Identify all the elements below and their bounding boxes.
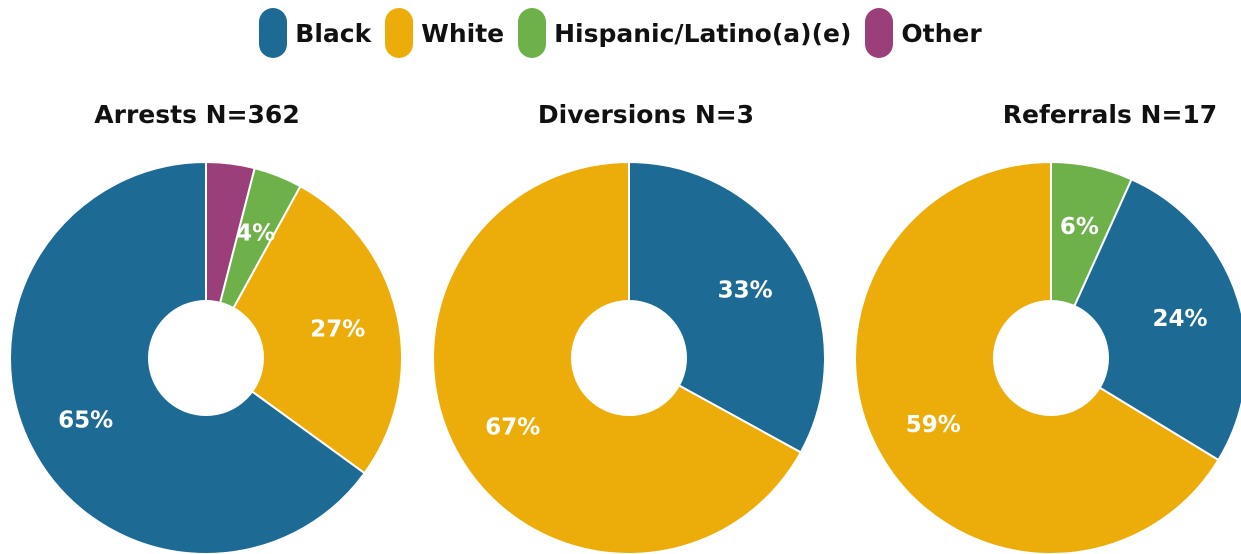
slice-label-black: 65% bbox=[58, 407, 113, 433]
legend-item-white: White bbox=[385, 8, 504, 58]
slice-label-white: 27% bbox=[310, 317, 365, 343]
slice-label-white: 67% bbox=[485, 415, 540, 441]
legend-swatch-black bbox=[259, 8, 288, 58]
slice-label-hispanic-latino-a-e: 6% bbox=[1060, 214, 1099, 240]
legend: Black White Hispanic/Latino(a)(e) Other bbox=[0, 8, 1241, 58]
slice-label-black: 24% bbox=[1152, 306, 1207, 332]
slice-white bbox=[204, 184, 403, 475]
donut-hole bbox=[148, 300, 264, 416]
chart-title-diversions: Diversions N=3 bbox=[537, 100, 755, 129]
chart-title-referrals: Referrals N=17 bbox=[1002, 100, 1218, 129]
legend-swatch-other bbox=[865, 8, 894, 58]
slice-black bbox=[1049, 177, 1241, 462]
legend-swatch-white bbox=[385, 8, 414, 58]
legend-swatch-hispanic bbox=[518, 8, 547, 58]
donut-hole bbox=[993, 300, 1109, 416]
legend-label-black: Black bbox=[295, 18, 372, 48]
chart-title-arrests: Arrests N=362 bbox=[94, 100, 300, 129]
legend-label-other: Other bbox=[901, 18, 982, 48]
slice-label-black: 33% bbox=[718, 277, 773, 303]
slice-label-hispanic-latino-a-e: 4% bbox=[236, 220, 275, 246]
legend-label-white: White bbox=[421, 18, 505, 48]
slice-label-white: 59% bbox=[906, 412, 961, 438]
donut-hole bbox=[571, 300, 687, 416]
legend-item-hispanic: Hispanic/Latino(a)(e) bbox=[518, 8, 851, 58]
legend-label-hispanic: Hispanic/Latino(a)(e) bbox=[554, 18, 852, 48]
legend-item-other: Other bbox=[865, 8, 982, 58]
legend-item-black: Black bbox=[259, 8, 371, 58]
